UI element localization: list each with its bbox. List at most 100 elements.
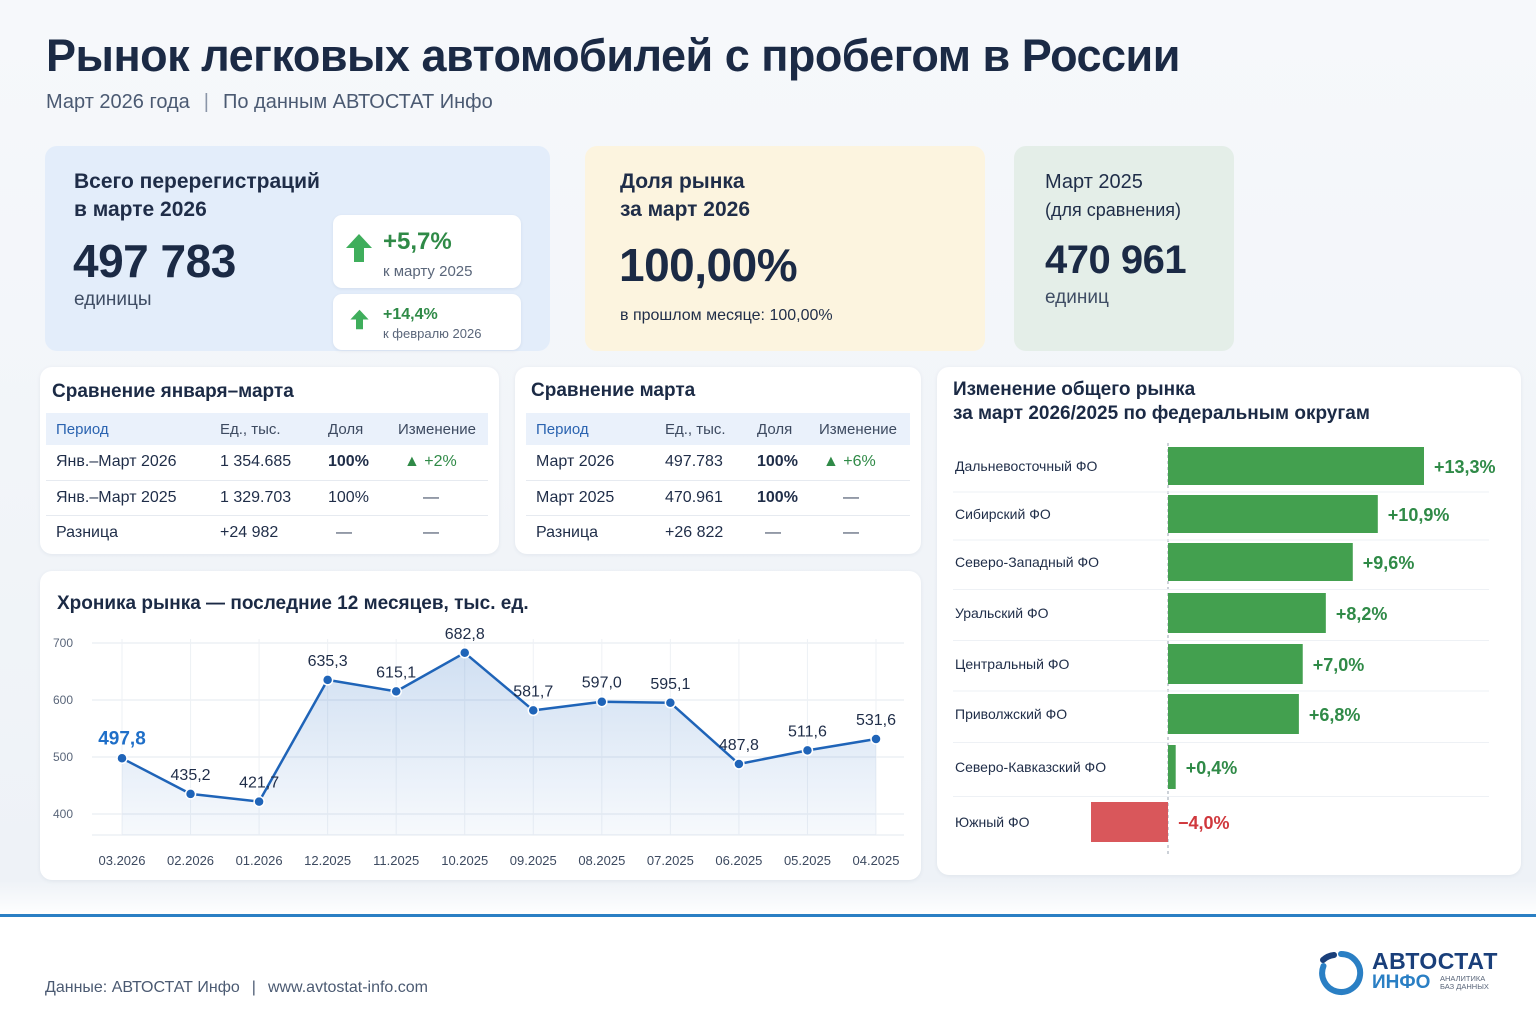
data-label: +0,4%	[1186, 758, 1238, 778]
data-label: −4,0%	[1178, 813, 1230, 833]
data-label: +6,8%	[1309, 705, 1361, 725]
table-cell: 470.961	[653, 480, 747, 516]
footer-url[interactable]: www.avtostat-info.com	[267, 979, 428, 996]
logo-tagline: Аналитика баз данных	[1440, 974, 1489, 991]
table-cell: —	[336, 523, 352, 541]
x-tick-label: 09.2025	[510, 853, 557, 868]
march-comparison-table: Период Ед., тыс. Доля Изменение Март 202…	[526, 413, 910, 550]
data-label: 581,7	[513, 683, 553, 700]
data-label: 597,0	[582, 675, 622, 692]
table-cell: —	[809, 480, 910, 516]
y-tick-label: 400	[53, 807, 73, 821]
bar	[1168, 745, 1176, 789]
table-cell: Разница	[536, 523, 599, 541]
x-tick-label: 01.2026	[236, 853, 283, 868]
data-point	[664, 697, 677, 709]
column-header: Ед., тыс.	[653, 413, 747, 445]
bar	[1091, 802, 1168, 842]
table-cell: ▲ +6%	[809, 445, 910, 481]
category-label: Приволжский ФО	[955, 706, 1067, 722]
table-row: Разница +26 822 — —	[526, 515, 910, 550]
page-subtitle: Март 2026 года | По данным АВТОСТАТ Инфо	[46, 91, 493, 114]
data-point	[321, 674, 334, 686]
category-label: Уральский ФО	[955, 605, 1049, 621]
table-cell: —	[765, 523, 781, 541]
y-tick-label: 600	[53, 693, 73, 707]
kpi-prev-year-label-line1: Март 2025	[1045, 171, 1143, 193]
column-header: Изменение	[809, 413, 910, 445]
column-header: Изменение	[388, 413, 488, 445]
data-label: 531,6	[856, 712, 896, 729]
bar	[1168, 495, 1378, 533]
bar	[1168, 644, 1303, 684]
category-label: Сибирский ФО	[955, 506, 1051, 522]
logo-main-text: АВТОСТАТ	[1372, 948, 1498, 974]
data-label: 595,1	[650, 676, 690, 693]
data-point	[458, 647, 471, 659]
kpi-total-unit: единицы	[74, 289, 152, 310]
x-tick-label: 05.2025	[784, 853, 831, 868]
table-cell: —	[423, 523, 439, 541]
footer-separator: |	[251, 979, 256, 996]
kpi-share-prev: в прошлом месяце: 100,00%	[620, 307, 833, 324]
data-label: 435,2	[171, 767, 211, 784]
x-tick-label: 06.2025	[715, 853, 762, 868]
data-point	[596, 695, 608, 708]
kpi-total-card: Всего перерегистраций в марте 2026 497 7…	[45, 146, 550, 351]
kpi-prev-year-value: 470 961	[1045, 238, 1187, 282]
timeline-chart-panel: Хроника рынка — последние 12 месяцев, ты…	[40, 571, 921, 880]
districts-chart-panel: Изменение общего рынка за март 2026/2025…	[937, 367, 1521, 875]
table-cell: +24 982	[220, 523, 279, 541]
footer-source: Данные: АВТОСТАТ Инфо | www.avtostat-info.…	[45, 979, 428, 997]
change-yoy-value: +5,7%	[383, 228, 452, 255]
column-header: Доля	[747, 413, 809, 445]
table-row: Март 2025 470.961 100% —	[526, 480, 910, 516]
q1-comparison-table: Период Ед., тыс. Доля Изменение Янв.–Мар…	[46, 413, 488, 550]
x-tick-label: 11.2025	[373, 853, 419, 868]
districts-chart-title-line2: за март 2026/2025 по федеральным округам	[953, 403, 1370, 424]
table-cell: Март 2026	[526, 445, 653, 481]
column-header: Ед., тыс.	[210, 413, 318, 445]
table-cell: 100%	[747, 480, 809, 516]
change-yoy-chip: +5,7% к марту 2025	[333, 215, 521, 288]
y-tick-label: 500	[53, 750, 73, 764]
category-label: Северо-Кавказский ФО	[955, 759, 1106, 775]
data-point	[801, 744, 814, 757]
data-label: 682,8	[445, 626, 485, 643]
table-row: Разница +24 982 — —	[46, 515, 488, 550]
table-header-row: Период Ед., тыс. Доля Изменение	[526, 413, 910, 445]
subtitle-separator: |	[203, 91, 209, 113]
change-mom-value: +14,4%	[383, 306, 438, 323]
districts-chart-title: Изменение общего рынка за март 2026/2025…	[953, 378, 1370, 426]
kpi-share-label: Доля рынка за март 2026	[620, 168, 750, 224]
kpi-prev-year-unit: единиц	[1045, 287, 1109, 308]
column-header: Период	[46, 413, 210, 445]
data-point	[527, 704, 540, 717]
x-tick-label: 02.2026	[167, 853, 214, 868]
data-label: +10,9%	[1388, 505, 1450, 525]
table-cell: 100%	[318, 445, 388, 481]
category-label: Северо-Западный ФО	[955, 554, 1099, 570]
table-cell: Янв.–Март 2025	[46, 480, 210, 516]
kpi-total-value: 497 783	[73, 235, 236, 287]
table-cell: 1 354.685	[210, 445, 318, 481]
kpi-share-label-line1: Доля рынка	[620, 170, 745, 193]
data-point	[116, 752, 128, 765]
x-tick-label: 08.2025	[578, 853, 625, 868]
x-tick-label: 10.2025	[441, 853, 488, 868]
data-point	[733, 758, 745, 770]
kpi-share-value: 100,00%	[619, 239, 798, 291]
kpi-prev-year-card: Март 2025 (для сравнения) 470 961 единиц	[1014, 146, 1234, 351]
period-label: Март 2026 года	[46, 91, 190, 113]
data-point	[253, 795, 265, 808]
category-label: Центральный ФО	[955, 656, 1069, 672]
timeline-chart-title: Хроника рынка — последние 12 месяцев, ты…	[57, 593, 529, 614]
table-row: Янв.–Март 2026 1 354.685 100% ▲ +2%	[46, 445, 488, 481]
category-label: Дальневосточный ФО	[955, 458, 1097, 474]
table-cell: 1 329.703	[210, 480, 318, 516]
districts-chart-title-line1: Изменение общего рынка	[953, 379, 1196, 400]
change-mom-chip: +14,4% к февралю 2026	[333, 294, 521, 350]
bar	[1168, 593, 1326, 633]
kpi-share-label-line2: за март 2026	[620, 198, 750, 221]
kpi-total-label: Всего перерегистраций в марте 2026	[74, 168, 320, 224]
